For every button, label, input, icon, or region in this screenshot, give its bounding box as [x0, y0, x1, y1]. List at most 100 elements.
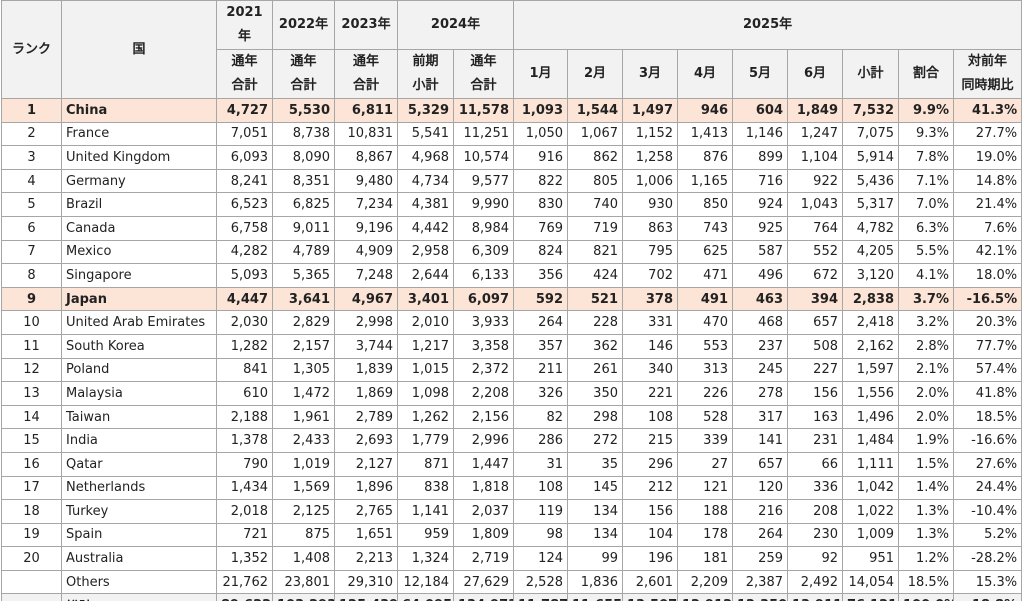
value-cell: 1,472: [272, 381, 335, 406]
value-cell: 66: [787, 451, 843, 477]
value-cell: 31: [513, 451, 568, 477]
value-cell: 2,010: [397, 310, 454, 335]
country-cell: France: [61, 121, 217, 147]
table-row: 6 Canada 6,758 9,011 9,196 4,442 8,984 769 719 86…: [1, 215, 1023, 241]
value-cell: 790: [216, 451, 273, 477]
value-cell: 2,829: [272, 310, 335, 335]
header-row: ランク国 2021年 2022年 2023年 2024年 2025年: [1, 0, 1023, 99]
rank-cell: 5: [1, 192, 62, 217]
value-cell: -16.6%: [952, 428, 1023, 453]
value-cell: 876: [677, 145, 733, 170]
value-cell: 42.1%: [952, 239, 1023, 265]
value-cell: 134: [567, 499, 623, 524]
value-cell: 230: [787, 522, 843, 548]
value-cell: 2,998: [334, 310, 398, 335]
value-cell: 1,043: [787, 192, 843, 217]
value-cell: 4,282: [216, 239, 273, 265]
value-cell: 2.1%: [898, 357, 954, 383]
value-cell: 331: [622, 310, 678, 335]
value-cell: 491: [677, 286, 733, 312]
value-cell: 4,968: [397, 145, 454, 170]
value-cell: 6.3%: [898, 215, 954, 241]
value-cell: 146: [622, 333, 678, 359]
value-cell: 10,831: [334, 121, 398, 147]
rank-cell: 7: [1, 239, 62, 265]
rank-cell: 12: [1, 357, 62, 383]
value-cell: 1,152: [622, 121, 678, 147]
value-cell: 18.5%: [952, 404, 1023, 430]
value-cell: 899: [732, 145, 788, 170]
table-row: 8 Singapore 5,093 5,365 7,248 2,644 6,133 356 42…: [1, 263, 1023, 288]
value-cell: 1,141: [397, 499, 454, 524]
value-cell: 5.5%: [898, 239, 954, 265]
value-cell: 959: [397, 522, 454, 548]
country-cell: Turkey: [61, 499, 217, 524]
value-cell: 76,121: [842, 593, 899, 601]
value-cell: 604: [732, 98, 788, 123]
table-row: 11 South Korea 1,282 2,157 3,744 1,217 3,358 35…: [1, 333, 1023, 359]
value-cell: 1,651: [334, 522, 398, 548]
value-cell: 356: [513, 263, 568, 288]
value-cell: 5,914: [842, 145, 899, 170]
value-cell: 508: [787, 333, 843, 359]
value-cell: 3.7%: [898, 286, 954, 312]
value-cell: 2,037: [453, 499, 514, 524]
value-cell: 7,532: [842, 98, 899, 123]
value-cell: 278: [732, 381, 788, 406]
table-row: 18 Turkey 2,018 2,125 2,765 1,141 2,037 119 134 1…: [1, 499, 1023, 524]
value-cell: 1,015: [397, 357, 454, 383]
value-cell: 1,050: [513, 121, 568, 147]
value-cell: 19.0%: [952, 145, 1023, 170]
value-cell: 521: [567, 286, 623, 312]
value-cell: 6,523: [216, 192, 273, 217]
value-cell: 41.8%: [952, 381, 1023, 406]
rank-cell: 3: [1, 145, 62, 170]
value-cell: 298: [567, 404, 623, 430]
value-cell: 9.9%: [898, 98, 954, 123]
value-cell: 1.2%: [898, 546, 954, 571]
value-cell: 350: [567, 381, 623, 406]
rank-cell: 15: [1, 428, 62, 453]
value-cell: 99: [567, 546, 623, 571]
value-cell: 3.2%: [898, 310, 954, 335]
value-cell: 1,019: [272, 451, 335, 477]
value-cell: 8,241: [216, 168, 273, 194]
value-cell: 2.0%: [898, 381, 954, 406]
value-cell: 424: [567, 263, 623, 288]
value-cell: 20.3%: [952, 310, 1023, 335]
value-cell: 9,990: [453, 192, 514, 217]
country-cell: 総計: [61, 593, 217, 601]
value-cell: 719: [567, 215, 623, 241]
value-cell: 18.8%: [952, 593, 1023, 601]
value-cell: 1,006: [622, 168, 678, 194]
value-cell: 850: [677, 192, 733, 217]
value-cell: 24.4%: [952, 475, 1023, 501]
table-row: 14 Taiwan 2,188 1,961 2,789 1,262 2,156 82 298 10…: [1, 404, 1023, 430]
country-cell: Taiwan: [61, 404, 217, 430]
value-cell: 657: [732, 451, 788, 477]
value-cell: 394: [787, 286, 843, 312]
value-cell: 471: [677, 263, 733, 288]
value-cell: 120: [732, 475, 788, 501]
rank-cell: 18: [1, 499, 62, 524]
value-cell: 18.5%: [898, 569, 954, 595]
table-row: 2 France 7,051 8,738 10,831 5,541 11,251 1,050 1…: [1, 121, 1023, 147]
value-cell: 4,727: [216, 98, 273, 123]
rank-cell: 9: [1, 286, 62, 312]
value-cell: 145: [567, 475, 623, 501]
value-cell: 1,849: [787, 98, 843, 123]
value-cell: 1,165: [677, 168, 733, 194]
value-cell: 108: [622, 404, 678, 430]
value-cell: 8,351: [272, 168, 335, 194]
country-cell: Malaysia: [61, 381, 217, 406]
value-cell: 245: [732, 357, 788, 383]
value-cell: 286: [513, 428, 568, 453]
value-cell: -28.2%: [952, 546, 1023, 571]
value-cell: 1,961: [272, 404, 335, 430]
value-cell: 1,093: [513, 98, 568, 123]
value-cell: 1,022: [842, 499, 899, 524]
value-cell: 3,641: [272, 286, 335, 312]
value-cell: 12,350: [732, 593, 788, 601]
value-cell: 2,125: [272, 499, 335, 524]
value-cell: 215: [622, 428, 678, 453]
